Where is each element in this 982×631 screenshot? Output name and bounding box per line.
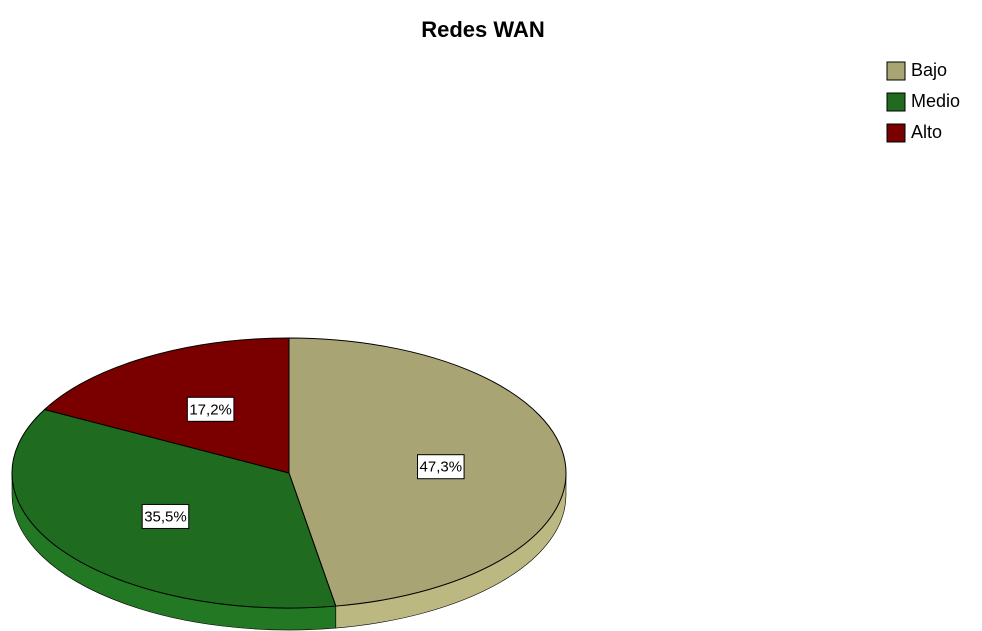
pie-slice bbox=[43, 337, 290, 474]
value-label: 17,2% bbox=[186, 396, 235, 422]
value-label: 47,3% bbox=[417, 454, 465, 480]
legend-swatch bbox=[886, 92, 906, 112]
legend-swatch bbox=[886, 61, 906, 81]
pie bbox=[11, 337, 567, 631]
legend-label: Medio bbox=[911, 91, 960, 111]
value-label-box bbox=[186, 396, 235, 422]
chart-title: Redes WAN bbox=[421, 17, 544, 42]
value-label-box bbox=[417, 454, 465, 480]
legend-label: Bajo bbox=[911, 60, 947, 80]
value-label-box bbox=[141, 503, 190, 529]
legend-swatch bbox=[886, 123, 906, 143]
legend-label: Alto bbox=[911, 122, 942, 142]
value-label-text: 47,3% bbox=[420, 459, 463, 476]
value-label: 35,5% bbox=[141, 503, 190, 529]
legend: Bajo Medio Alto bbox=[886, 60, 960, 143]
value-label-text: 35,5% bbox=[144, 508, 187, 525]
value-labels: 47,3% 35,5% 17,2% bbox=[141, 396, 465, 529]
value-label-text: 17,2% bbox=[189, 401, 232, 418]
